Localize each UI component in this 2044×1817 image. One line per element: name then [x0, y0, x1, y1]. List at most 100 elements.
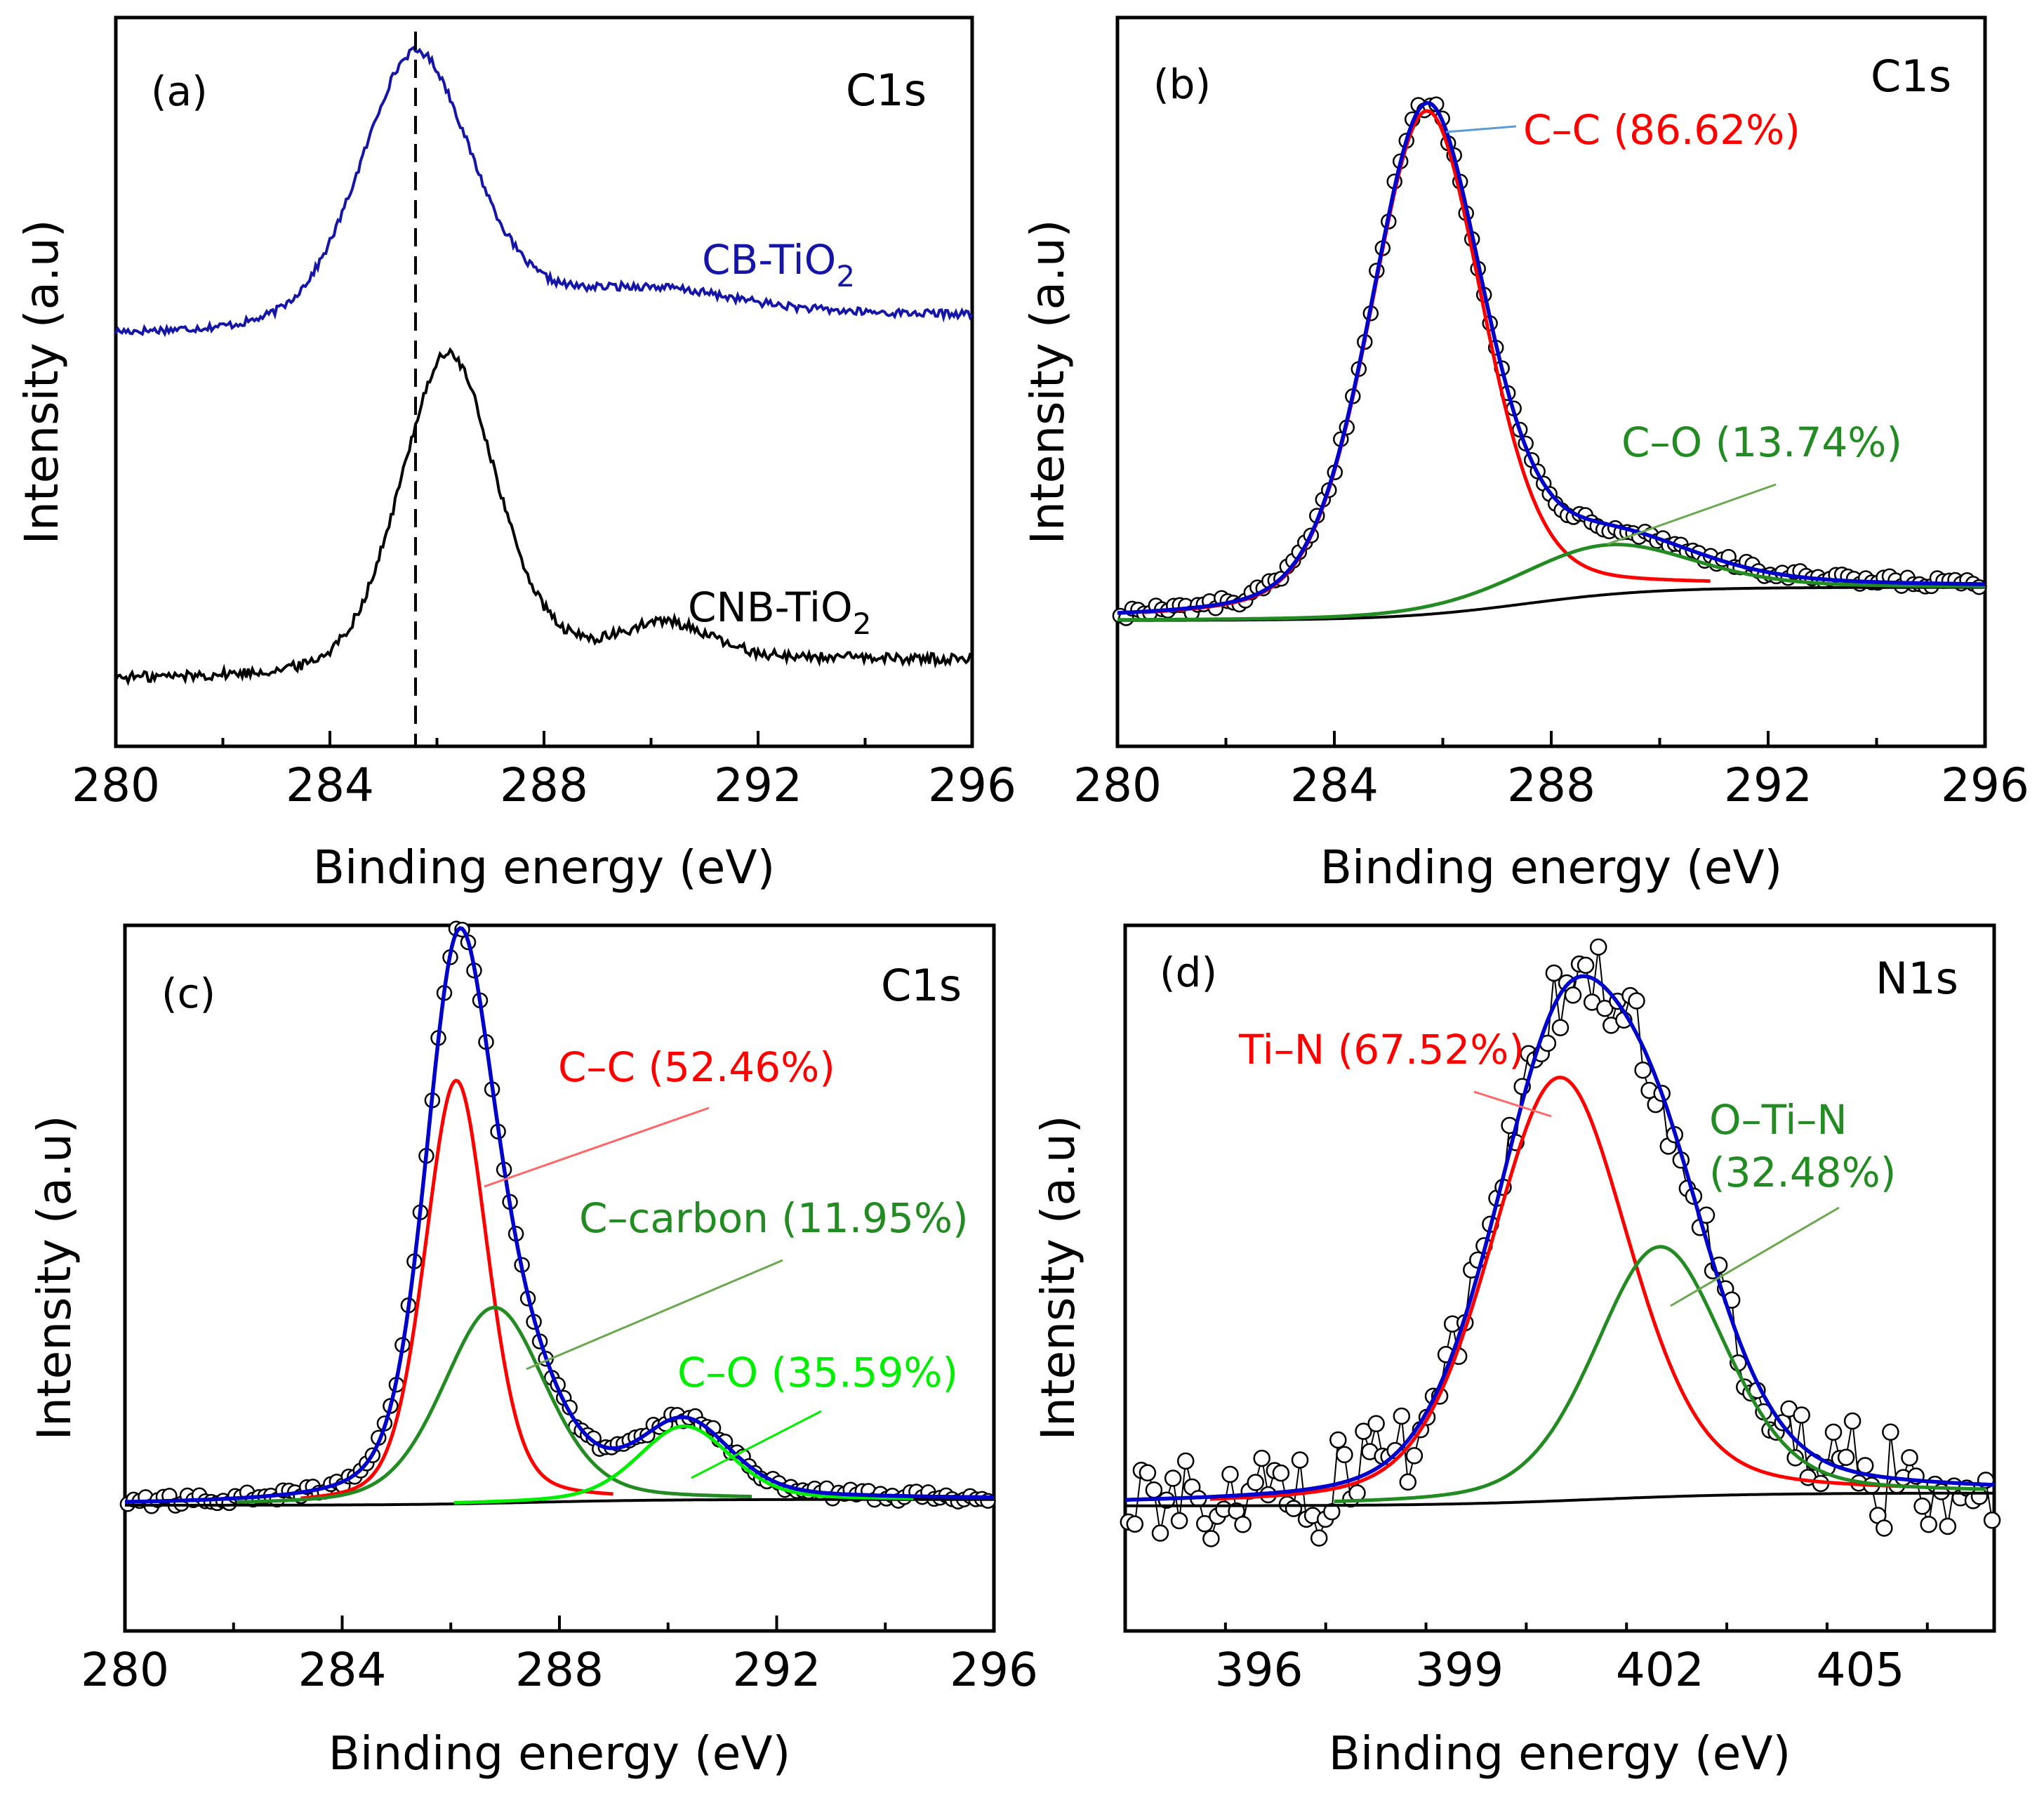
x-tick-label: 288: [515, 1643, 604, 1697]
x-tick-label: 292: [733, 1643, 821, 1697]
data-point: [1170, 1512, 1188, 1530]
x-tick-label: 296: [1941, 758, 2029, 812]
x-tick-label: 396: [1214, 1643, 1303, 1697]
panel-d-plot-frame: [1123, 923, 1996, 1633]
panel-c-x-ticks: 280 284 288 292 296: [81, 1616, 1038, 1697]
ti-n-leader-line: [1473, 1090, 1552, 1118]
data-point: [1920, 1515, 1937, 1533]
data-point: [1589, 938, 1607, 956]
panel-b: 280 284 288 292 296 (b) C1s C–C (86.62%) C–O…: [1021, 15, 2029, 894]
co-component-label: C–O (35.59%): [677, 1349, 958, 1396]
data-point: [1253, 1449, 1270, 1467]
panel-a-x-ticks: 280 284 288 292 296: [72, 731, 1016, 812]
c-carbon-leader-line: [526, 1259, 783, 1370]
panel-b-x-ticks: 280 284 288 292 296: [1073, 731, 2029, 812]
x-tick-label: 296: [950, 1643, 1038, 1697]
data-point: [1367, 1415, 1385, 1433]
x-tick-label: 284: [286, 758, 374, 812]
cnb-tio2-label: CNB-TiO2: [688, 583, 871, 641]
o-ti-n-component-label-line-1: O–Ti–N: [1709, 1096, 1847, 1144]
cc-leader-line: [1445, 125, 1517, 133]
data-point: [1843, 1412, 1861, 1430]
data-point: [1348, 1484, 1366, 1502]
co-leader-line: [691, 1410, 822, 1479]
cb-tio2-curve: [114, 45, 974, 338]
x-tick-label: 288: [1507, 758, 1595, 812]
o-ti-n-leader-line: [1670, 1206, 1840, 1307]
data-point: [1291, 1451, 1309, 1469]
data-point: [1285, 1500, 1303, 1517]
ti-n-component-label: Ti–N (67.52%): [1238, 1026, 1525, 1073]
co-leader-line: [1607, 483, 1777, 546]
background-line: [1125, 1491, 1994, 1507]
o-ti-n-fit-component: [1334, 1245, 1986, 1503]
panel-c: 280 284 288 292 296 (c) C1s C–C (52.46%) C–c…: [27, 920, 1038, 1780]
data-point: [1164, 1469, 1182, 1487]
data-point: [1310, 1529, 1328, 1547]
data-point: [1786, 1449, 1804, 1467]
data-point: [1126, 1515, 1144, 1533]
x-tick-label: 405: [1817, 1643, 1905, 1697]
data-point: [1234, 1516, 1252, 1533]
data-point: [1596, 999, 1614, 1017]
panel-d-y-axis-label: Intensity (a.u): [1031, 1116, 1085, 1441]
panel-c-label: (c): [161, 970, 215, 1017]
c-o-fit-component: [453, 1424, 913, 1505]
cb-tio2-label-main: CB-TiO: [702, 236, 836, 284]
x-tick-label: 402: [1616, 1643, 1704, 1697]
cc-leader-line: [484, 1106, 710, 1188]
panel-c-core-level: C1s: [881, 960, 962, 1011]
data-point: [1329, 1431, 1347, 1449]
data-point: [1336, 1446, 1353, 1464]
cnb-tio2-label-main: CNB-TiO: [688, 583, 853, 631]
data-point: [1634, 1061, 1652, 1079]
cc-component-label: C–C (86.62%): [1523, 106, 1800, 154]
panel-c-plot-frame: [123, 923, 996, 1633]
panel-b-x-axis-label: Binding energy (eV): [1320, 840, 1783, 894]
c-carbon-component-label: C–carbon (11.95%): [579, 1194, 969, 1242]
data-point: [1856, 1457, 1874, 1474]
c-o-fit-component: [1117, 543, 1985, 622]
ti-n-fit-component: [1209, 1076, 1910, 1501]
data-point: [1970, 1488, 1989, 1505]
data-point: [1355, 1422, 1372, 1440]
panel-b-core-level: C1s: [1871, 51, 1951, 102]
panel-a-core-level: C1s: [846, 65, 927, 116]
panel-b-data-points: [1112, 96, 1987, 626]
x-tick-label: 288: [500, 758, 588, 812]
cb-tio2-label-sub: 2: [836, 259, 855, 293]
data-point: [1564, 986, 1582, 1004]
panel-c-x-axis-label: Binding energy (eV): [328, 1726, 791, 1780]
panel-b-label: (b): [1153, 60, 1211, 108]
panel-b-curves: [1117, 100, 1986, 622]
data-point: [1793, 1406, 1810, 1424]
panel-b-y-axis-label: Intensity (a.u): [1021, 220, 1075, 545]
fitted-envelope-line: [124, 926, 994, 1504]
panel-a-x-axis-label: Binding energy (eV): [313, 840, 776, 894]
c-c-fit-component: [300, 1078, 613, 1500]
data-point: [1577, 956, 1595, 974]
panel-c-y-axis-label: Intensity (a.u): [27, 1116, 81, 1441]
fitted-envelope-line: [1117, 100, 1986, 615]
data-point: [1405, 1447, 1424, 1465]
data-point: [1983, 1512, 2001, 1529]
data-point: [1876, 1519, 1893, 1537]
panel-a-label: (a): [151, 67, 208, 115]
x-tick-label: 284: [298, 1643, 387, 1697]
panel-a-curves: [114, 32, 974, 746]
data-point: [1139, 1464, 1157, 1482]
data-point: [1247, 1474, 1264, 1491]
cb-tio2-label: CB-TiO2: [702, 236, 855, 293]
x-tick-label: 296: [928, 758, 1016, 812]
x-tick-label: 399: [1415, 1643, 1504, 1697]
data-point: [1393, 1407, 1411, 1425]
data-point: [1145, 1481, 1163, 1499]
data-point: [1824, 1423, 1843, 1441]
x-tick-label: 280: [1073, 758, 1162, 812]
co-component-label: C–O (13.74%): [1621, 418, 1902, 466]
x-tick-label: 280: [72, 758, 160, 812]
cnb-tio2-curve: [114, 347, 973, 687]
x-tick-label: 292: [1724, 758, 1812, 812]
panel-d-x-ticks: 396 399 402 405: [1124, 1623, 1929, 1697]
